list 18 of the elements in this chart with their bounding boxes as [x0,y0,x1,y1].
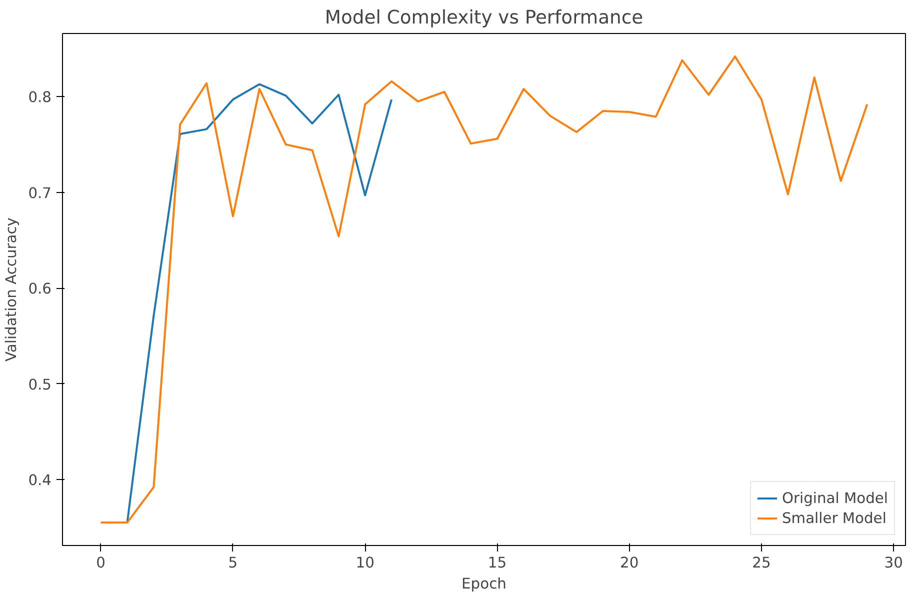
x-tick-label: 15 [488,554,507,572]
chart-title: Model Complexity vs Performance [324,8,644,28]
y-tick-label: 0.8 [28,89,52,106]
y-tick-label: 0.4 [28,472,52,489]
legend-label: Smaller Model [782,510,886,526]
x-tick-label: 30 [884,554,903,572]
y-tick-label: 0.7 [28,184,52,202]
x-axis-title: Epoch [462,576,506,592]
y-axis-title: Validation Accuracy [3,217,20,362]
legend-label: Original Model [782,490,888,506]
x-tick-label: 25 [752,554,771,572]
x-tick-label: 0 [96,554,106,572]
y-tick-label: 0.6 [28,280,52,298]
x-tick-label: 20 [620,554,639,572]
x-tick-label: 10 [356,554,374,572]
line-series [126,83,393,524]
x-tick-label: 5 [228,554,238,572]
y-tick-label: 0.5 [28,376,52,394]
